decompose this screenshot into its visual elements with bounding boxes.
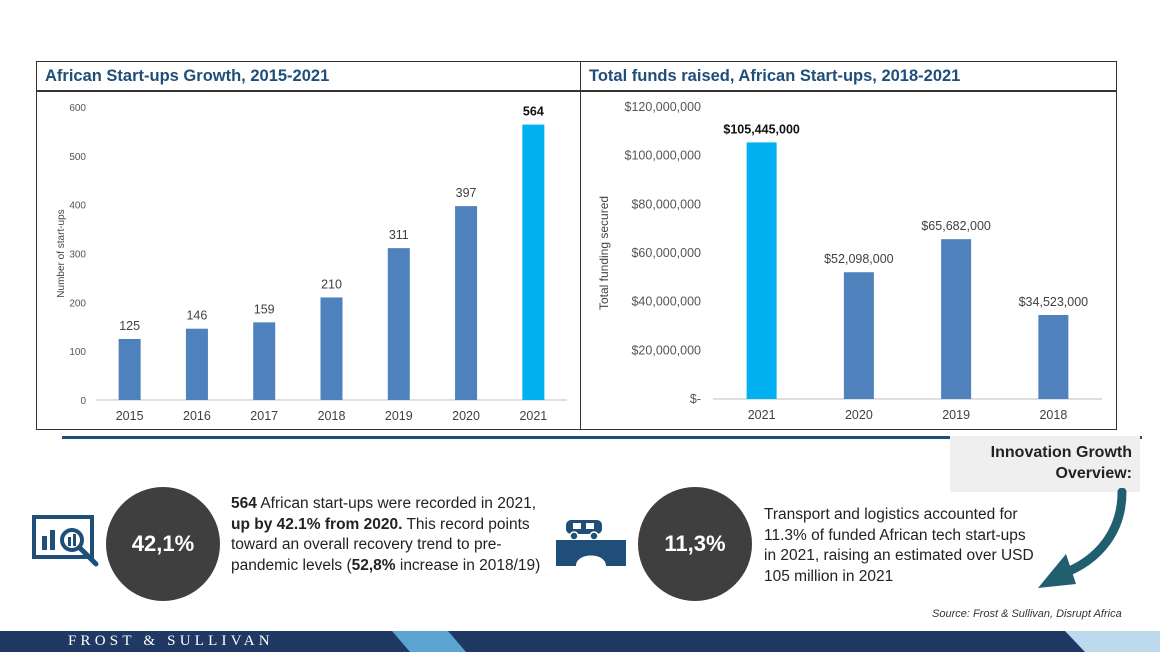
x-tick-label: 2015 [116, 409, 144, 423]
funds-raised-chart: Total funding secured $- $20,000,000 $40,00… [597, 100, 1102, 422]
x-tick-label: 2017 [250, 409, 278, 423]
x-tick-label: 2018 [318, 409, 346, 423]
y-tick-label: $120,000,000 [625, 100, 702, 114]
description-part-1: African start-ups were recorded in 2021, [256, 495, 537, 512]
x-tick-label: 2021 [519, 409, 547, 423]
bar-2019 [941, 239, 972, 399]
y-tick-label: 600 [69, 103, 86, 114]
stat-description-growth: 564 African start-ups were recorded in 2… [231, 494, 541, 576]
y-tick-label: 200 [69, 298, 86, 309]
bar-2018 [1038, 314, 1069, 399]
overview-line-1: Innovation Growth [990, 444, 1132, 461]
y-tick-label: $60,000,000 [631, 246, 701, 260]
data-label-2018: $34,523,000 [1019, 295, 1089, 309]
startups-growth-panel: African Start-ups Growth, 2015-2021 Numb… [36, 61, 581, 430]
footer-band [0, 631, 1160, 652]
overview-line-2: Overview: [1055, 465, 1132, 482]
source-note: Source: Frost & Sullivan, Disrupt Africa [932, 608, 1122, 620]
x-tick-label: 2019 [942, 408, 970, 422]
bar-2018 [320, 297, 343, 400]
data-label-2020: 397 [456, 186, 477, 200]
y-tick-label: 100 [69, 347, 86, 358]
y-tick-label: 0 [80, 396, 86, 407]
y-tick-label: 300 [69, 250, 86, 261]
innovation-overview-label: Innovation Growth Overview: [950, 436, 1140, 492]
stat-circle-growth: 42,1% [106, 487, 220, 601]
bar-2021 [522, 124, 545, 400]
y-tick-label: $80,000,000 [631, 197, 701, 211]
curved-arrow-icon [1038, 488, 1127, 588]
bar-2020 [843, 272, 874, 399]
y-tick-label: 500 [69, 152, 86, 163]
data-label-2020: $52,098,000 [824, 252, 894, 266]
bar-2021 [746, 142, 777, 399]
bar-2017 [253, 322, 276, 400]
bar-2020 [455, 206, 478, 400]
brand-logo: FROST & SULLIVAN [68, 633, 274, 649]
data-label-2016: 146 [186, 309, 207, 323]
y-tick-label: $100,000,000 [625, 149, 702, 163]
x-tick-label: 2016 [183, 409, 211, 423]
funds-raised-title: Total funds raised, African Start-ups, 2… [581, 62, 1116, 92]
data-label-2021: $105,445,000 [723, 122, 800, 136]
bar-2015 [118, 338, 141, 400]
growth-highlight: up by 42.1% from 2020. [231, 515, 403, 533]
startups-growth-title: African Start-ups Growth, 2015-2021 [37, 62, 580, 92]
data-label-2019: $65,682,000 [921, 219, 991, 233]
y-tick-label: $- [690, 392, 701, 406]
description-part-3: increase in 2018/19) [395, 556, 541, 574]
data-label-2019: 311 [389, 228, 409, 242]
bar-2019 [387, 248, 410, 400]
data-label-2015: 125 [119, 319, 140, 333]
x-tick-label: 2020 [452, 409, 480, 423]
y-tick-label: 400 [69, 201, 86, 212]
analytics-magnifier-icon [32, 515, 99, 567]
prepandemic-increase: 52,8% [351, 556, 396, 574]
bar-2016 [185, 328, 208, 400]
y-axis-label: Number of start-ups [56, 209, 67, 297]
x-tick-label: 2020 [845, 408, 873, 422]
data-label-2017: 159 [254, 302, 275, 316]
section-divider [62, 436, 1142, 439]
startups-growth-chart: Number of start-ups 0 100 200 300 400 500 600 12… [56, 103, 567, 423]
y-axis-label: Total funding secured [597, 196, 611, 310]
stat-circle-transport: 11,3% [638, 487, 752, 601]
y-tick-label: $20,000,000 [631, 343, 701, 357]
startup-count: 564 [231, 495, 257, 512]
stat-description-transport: Transport and logistics accounted for 11… [764, 506, 1034, 585]
data-label-2018: 210 [321, 277, 342, 291]
x-tick-label: 2021 [748, 408, 776, 422]
x-tick-label: 2018 [1039, 408, 1067, 422]
x-tick-label: 2019 [385, 409, 413, 423]
funds-raised-panel: Total funds raised, African Start-ups, 2… [580, 61, 1117, 430]
y-tick-label: $40,000,000 [631, 295, 701, 309]
car-on-bridge-icon [556, 520, 626, 566]
data-label-2021: 564 [523, 105, 544, 119]
description-part-2: This record points toward an overall rec… [231, 515, 530, 574]
